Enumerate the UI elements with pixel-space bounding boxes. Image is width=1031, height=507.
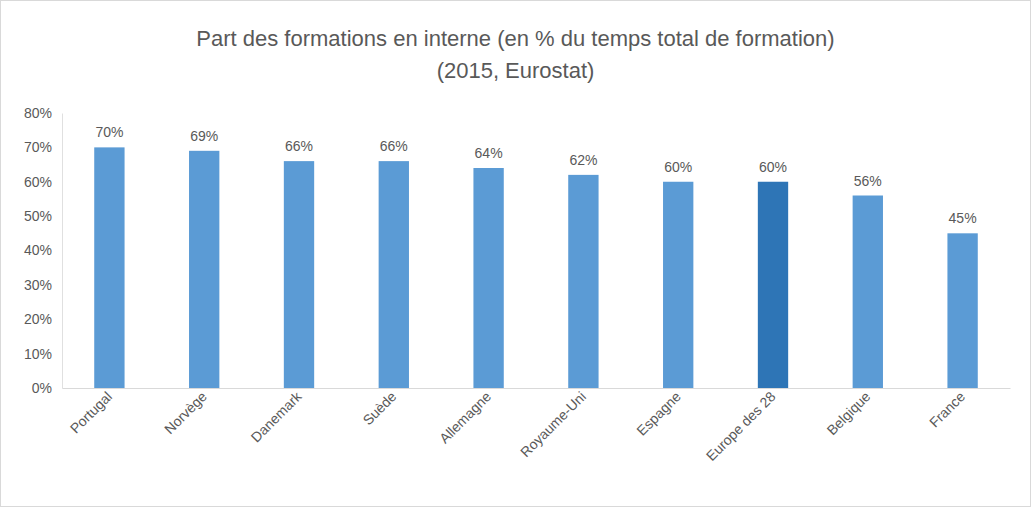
y-tick-label: 60% [24,174,52,190]
x-tick-label: Portugal [67,388,115,436]
y-tick: 80% [24,105,62,121]
y-tick: 70% [24,139,62,155]
y-tick: 60% [24,174,62,190]
y-tick-label: 50% [24,208,52,224]
data-label: 56% [854,173,882,189]
x-tick-label: Belgique [824,388,874,438]
x-tick: France [926,388,968,430]
bar [947,233,977,388]
x-tick: Belgique [824,388,874,438]
y-tick: 20% [24,311,62,327]
x-tick: Suède [359,388,399,428]
subtitle: (2015, Eurostat) [437,58,595,83]
bar [568,175,598,388]
bar [94,147,124,388]
data-label: 60% [759,159,787,175]
plot: 0% 10% 20% 30% 40% 50% 60% 70% 80% Portugal Norvèg… [24,105,1011,464]
data-label: 70% [95,124,123,140]
data-labels: 70% 69% 66% 66% 64% 62% 60% 60% 56% 45% [95,124,976,226]
y-tick-label: 80% [24,105,52,121]
x-axis: Portugal Norvège Danemark Suède Allemagne Roy… [63,388,1011,464]
y-tick-label: 20% [24,311,52,327]
y-tick: 0% [32,380,62,396]
y-axis: 0% 10% 20% 30% 40% 50% 60% 70% 80% [24,105,63,396]
x-tick: Europe des 28 [703,388,779,464]
bar [284,161,314,388]
y-tick-label: 30% [24,277,52,293]
data-label: 62% [569,152,597,168]
y-tick: 40% [24,242,62,258]
x-tick: Royaume-Uni [517,388,589,460]
data-label: 66% [380,138,408,154]
chart: Part des formations en interne (en % du … [0,0,1031,507]
bar [189,151,219,388]
bar [758,182,788,388]
y-tick: 10% [24,346,62,362]
data-label: 60% [664,159,692,175]
y-tick-label: 10% [24,346,52,362]
x-tick: Allemagne [436,388,494,446]
x-tick: Norvège [161,388,210,437]
x-tick-label: Danemark [248,388,306,446]
x-tick-label: Suède [359,388,399,428]
y-tick-label: 40% [24,242,52,258]
y-tick-label: 0% [32,380,52,396]
chart-frame [1,1,1031,507]
data-label: 66% [285,138,313,154]
bars [94,147,978,388]
bar [853,196,883,389]
x-tick-label: France [926,388,968,430]
x-tick-label: Europe des 28 [703,388,779,464]
bar [473,168,503,388]
data-label: 45% [949,210,977,226]
y-tick: 50% [24,208,62,224]
x-tick: Portugal [67,388,115,436]
title: Part des formations en interne (en % du … [196,26,834,51]
x-tick-label: Espagne [633,388,684,439]
y-axis-line [62,114,63,389]
data-label: 69% [190,128,218,144]
x-tick: Danemark [248,388,306,446]
x-axis-line [63,388,1011,389]
x-tick-label: Allemagne [436,388,494,446]
y-tick: 30% [24,277,62,293]
x-tick: Espagne [633,388,684,439]
x-tick-label: Royaume-Uni [517,388,589,460]
y-tick-label: 70% [24,139,52,155]
x-tick-label: Norvège [161,388,210,437]
bar [663,182,693,388]
data-label: 64% [475,145,503,161]
bar [379,161,409,388]
